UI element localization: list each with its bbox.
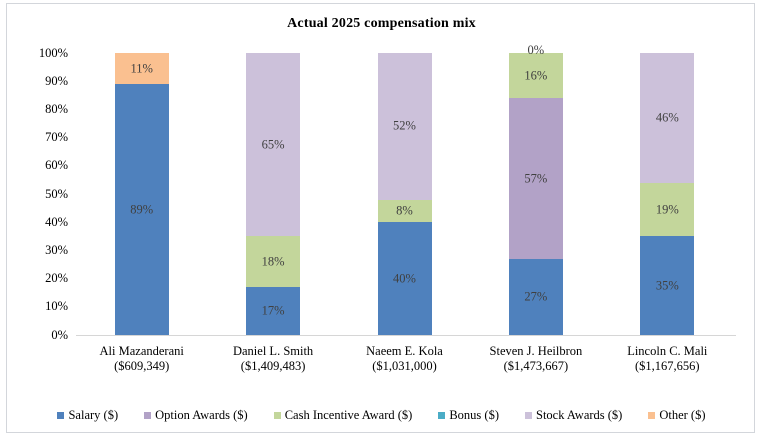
bar-segment: 11% — [114, 53, 169, 85]
category-name: Daniel L. Smith — [232, 344, 314, 358]
category-name: Lincoln C. Mali — [627, 344, 708, 358]
data-label: 40% — [393, 271, 416, 286]
y-tick-label: 50% — [45, 186, 68, 201]
legend-color-swatch-icon — [144, 412, 152, 419]
y-tick-label: 80% — [45, 101, 68, 116]
y-axis: 0% 10% 20% 30% 40% 50% 60% 70% 80% 90% 100% — [0, 46, 68, 342]
category-total: ($1,409,483) — [240, 358, 306, 373]
y-tick-label: 10% — [45, 299, 68, 314]
data-label: 35% — [655, 278, 679, 293]
legend-item: Stock Awards ($) — [525, 408, 622, 423]
legend-label: Other ($) — [659, 408, 706, 422]
y-tick-label: 70% — [45, 130, 68, 145]
bar-segment: 46% — [640, 53, 695, 183]
y-tick-label: 90% — [45, 73, 68, 88]
x-category-label: Ali Mazanderani ($609,349) — [76, 344, 207, 373]
bar-segment: 65% — [246, 53, 301, 237]
bar-segment: 16% — [508, 53, 563, 99]
data-label: 46% — [655, 110, 679, 125]
plot-area: 89% 11% 17% 18% 65% 40% 8% 52% 27% 57% 16% 0% 35% 19%… — [76, 44, 733, 335]
x-category-label: Lincoln C. Mali ($1,167,656) — [602, 344, 733, 373]
data-label: 18% — [261, 254, 285, 269]
chart-title: Actual 2025 compensation mix — [287, 16, 476, 31]
legend: Salary ($) Option Awards ($) Cash Incentiv… — [0, 408, 763, 423]
legend-label: Cash Incentive Award ($) — [284, 408, 413, 422]
category-name: Steven J. Heilbron — [489, 344, 583, 358]
legend-color-swatch-icon — [57, 412, 65, 419]
stacked-bar: 89% 11% — [114, 53, 169, 335]
legend-item: Bonus ($) — [438, 408, 499, 423]
y-tick-label: 30% — [45, 242, 68, 257]
data-label: 11% — [130, 61, 153, 76]
stacked-bar: 27% 57% 16% 0% — [508, 44, 563, 335]
legend-item: Other ($) — [648, 408, 706, 423]
bar-segment: 8% — [377, 199, 432, 223]
data-label: 89% — [130, 202, 154, 217]
legend-label: Option Awards ($) — [155, 408, 248, 422]
bar-segment: 40% — [377, 222, 432, 335]
bar-segment: 18% — [246, 236, 301, 288]
bar-segment: 19% — [640, 182, 695, 237]
legend-item: Option Awards ($) — [144, 408, 248, 423]
y-tick-label: 60% — [45, 158, 68, 173]
category-total: ($609,349) — [114, 358, 170, 373]
legend-label: Salary ($) — [68, 408, 119, 422]
bar-segment: 35% — [640, 236, 695, 335]
data-label: 17% — [261, 303, 285, 318]
legend-color-swatch-icon — [525, 412, 532, 419]
data-label: 52% — [393, 118, 416, 133]
zero-data-label: 0% — [527, 43, 545, 57]
legend-item: Salary ($) — [57, 408, 118, 423]
legend-color-swatch-icon — [438, 412, 446, 419]
data-label: 19% — [655, 202, 679, 217]
bar-segment: 89% — [114, 84, 169, 335]
y-tick-label: 0% — [51, 327, 68, 342]
stacked-bar: 40% 8% 52% — [377, 53, 432, 335]
legend-item: Cash Incentive Award ($) — [273, 408, 413, 423]
data-label: 57% — [524, 171, 548, 185]
legend-color-swatch-icon — [273, 412, 281, 419]
category-total: ($1,473,667) — [503, 358, 569, 373]
y-tick-label: 100% — [38, 45, 68, 60]
data-label: 65% — [261, 137, 285, 152]
y-tick-label: 40% — [45, 214, 68, 229]
stacked-bar: 17% 18% 65% — [246, 53, 301, 335]
legend-color-swatch-icon — [648, 412, 656, 419]
data-label: 27% — [524, 289, 548, 304]
data-label: 16% — [524, 68, 548, 83]
bar-segment: 57% — [508, 98, 563, 259]
legend-label: Bonus ($) — [449, 408, 499, 422]
category-total: ($1,031,000) — [372, 358, 437, 373]
x-category-label: Naeem E. Kola ($1,031,000) — [339, 344, 470, 373]
data-label: 8% — [396, 203, 413, 218]
category-name: Naeem E. Kola — [366, 344, 443, 358]
stacked-bar: 35% 19% 46% — [640, 53, 695, 335]
y-tick-label: 20% — [45, 271, 68, 286]
category-name: Ali Mazanderani — [99, 344, 184, 358]
category-total: ($1,167,656) — [635, 358, 700, 373]
legend-label: Stock Awards ($) — [536, 408, 623, 422]
bar-segment: 27% — [508, 258, 563, 335]
bar-segment: 52% — [377, 53, 432, 200]
x-category-label: Daniel L. Smith ($1,409,483) — [207, 344, 338, 373]
bar-segment: 17% — [246, 287, 301, 335]
x-category-label: Steven J. Heilbron ($1,473,667) — [470, 344, 601, 373]
x-axis-line — [76, 335, 736, 336]
